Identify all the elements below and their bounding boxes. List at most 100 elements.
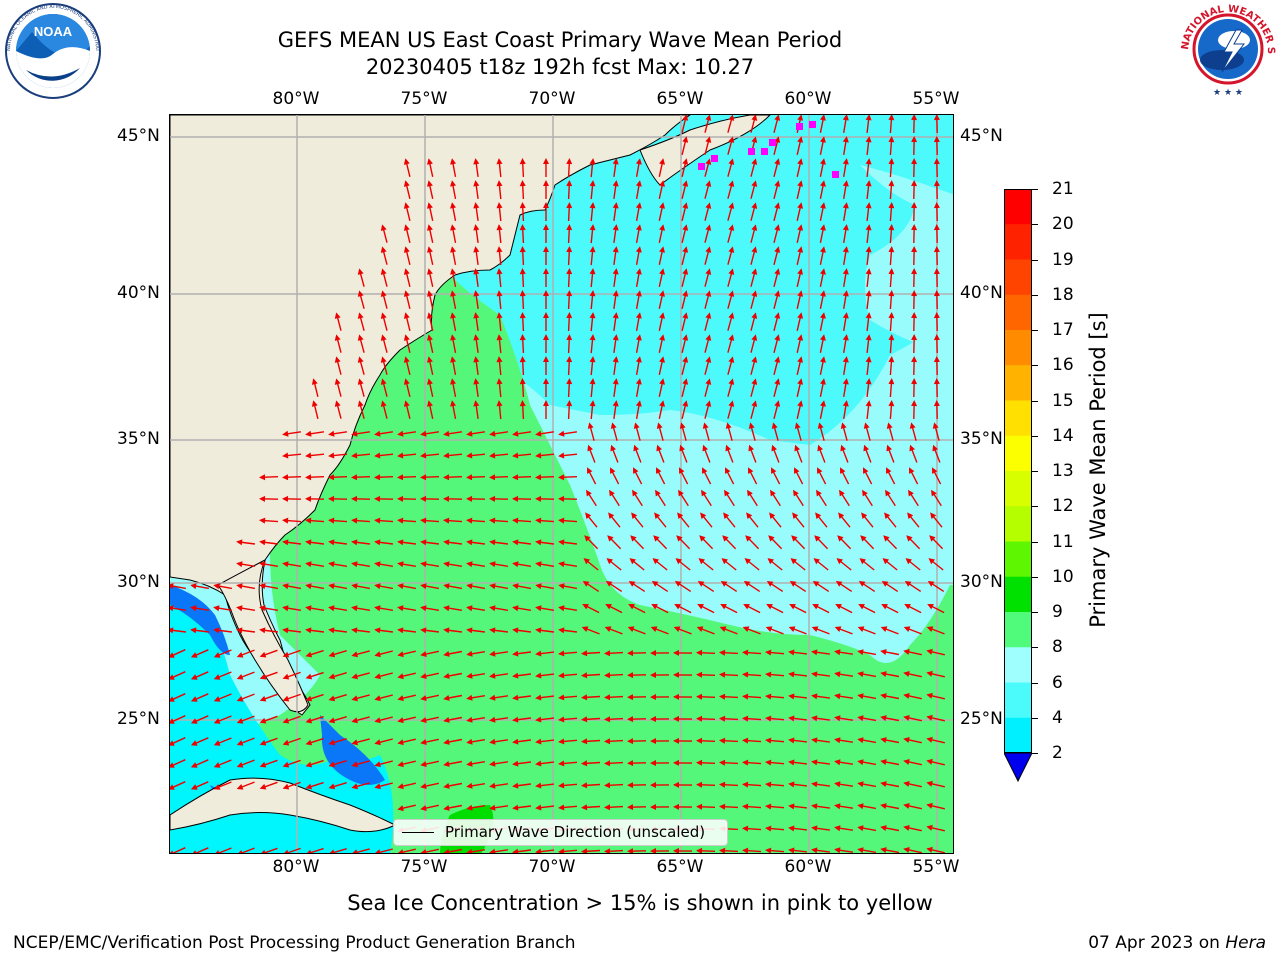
wave-arrow: [840, 444, 849, 463]
wave-arrow: [911, 202, 918, 222]
wave-arrow: [650, 626, 669, 635]
wave-arrow: [725, 444, 734, 463]
wave-arrow: [790, 558, 806, 571]
colorbar-tick-label: 10: [1052, 566, 1074, 587]
wave-arrow: [427, 224, 434, 243]
wave-arrow: [496, 246, 503, 266]
wave-arrow: [857, 649, 877, 656]
wave-arrow: [906, 535, 921, 550]
wave-arrow: [681, 378, 689, 397]
wave-arrow: [496, 312, 503, 332]
wave-arrow: [213, 605, 233, 612]
wave-arrow: [512, 650, 531, 657]
wave-arrow: [768, 535, 783, 550]
wave-arrow: [704, 268, 712, 287]
wave-arrow: [811, 847, 830, 853]
wave-arrow: [933, 202, 940, 222]
wave-arrow: [838, 512, 851, 528]
wave-arrow: [450, 180, 457, 200]
wave-arrow: [466, 782, 486, 789]
wave-arrow: [236, 693, 255, 702]
wave-arrow: [627, 782, 647, 789]
wave-arrow: [328, 583, 348, 590]
wave-arrow: [259, 671, 278, 680]
wave-arrow: [857, 737, 877, 744]
wave-arrow: [628, 581, 646, 592]
wave-arrow: [259, 474, 279, 481]
wave-arrow: [357, 378, 365, 397]
wave-arrow: [721, 558, 737, 571]
wave-arrow: [927, 581, 945, 592]
wave-arrow: [840, 467, 850, 485]
wave-arrow: [911, 378, 918, 398]
wave-arrow: [583, 558, 599, 571]
wave-arrow: [558, 605, 578, 612]
wave-arrow: [674, 581, 692, 592]
wave-arrow: [604, 738, 624, 745]
colorbar-tick-mark: [1032, 189, 1038, 190]
wave-arrow: [351, 716, 370, 724]
land-florida: [217, 558, 309, 713]
wave-arrow: [328, 782, 347, 790]
wave-arrow: [375, 848, 393, 853]
wave-arrow: [215, 847, 232, 853]
wave-arrow: [558, 672, 578, 679]
colorbar-extend-triangle: [1004, 752, 1032, 783]
wave-arrow: [328, 605, 348, 612]
wave-arrow: [811, 649, 830, 656]
wave-arrow: [589, 400, 596, 420]
wave-arrow: [865, 136, 872, 155]
wave-arrow: [811, 737, 830, 744]
wave-arrow: [351, 517, 371, 524]
wave-arrow: [696, 847, 716, 853]
wave-arrow: [512, 672, 531, 679]
wave-arrow: [566, 378, 573, 398]
wave-arrow: [374, 474, 394, 481]
wave-arrow: [635, 158, 642, 178]
wave-arrow: [834, 847, 854, 853]
wave-arrow: [380, 224, 388, 243]
wave-arrow: [681, 334, 689, 353]
wave-arrow: [886, 467, 896, 485]
wave-arrow: [819, 224, 826, 243]
wave-arrow: [819, 312, 826, 331]
wave-arrow: [842, 312, 849, 332]
wave-arrow: [374, 495, 394, 502]
wave-arrow: [880, 847, 900, 853]
wave-arrow: [236, 583, 256, 590]
wave-arrow: [812, 604, 830, 614]
wave-arrow: [305, 561, 325, 568]
wave-arrow: [397, 782, 416, 790]
wave-arrow: [489, 561, 509, 568]
wave-arrow: [351, 650, 370, 658]
wave-arrow: [587, 422, 595, 441]
wave-arrow: [773, 356, 781, 375]
wave-arrow: [696, 649, 716, 656]
wave-arrow: [213, 693, 232, 702]
wave-arrow: [926, 824, 945, 832]
wave-arrow: [328, 474, 348, 481]
wave-arrow: [374, 517, 394, 524]
wave-arrow: [450, 378, 457, 398]
wave-arrow: [933, 136, 940, 156]
legend-line-swatch: [402, 832, 434, 833]
wave-arrow: [627, 804, 647, 811]
wave-arrow: [473, 334, 480, 353]
wave-arrow: [535, 495, 555, 502]
wave-arrow: [858, 581, 876, 592]
wave-arrow: [765, 847, 785, 853]
wave-arrow: [589, 180, 596, 200]
wave-arrow: [789, 604, 807, 614]
wave-arrow: [305, 649, 324, 658]
wave-arrow: [351, 605, 371, 612]
wave-arrow: [719, 693, 739, 700]
wave-arrow: [535, 694, 555, 701]
wave-arrow: [420, 452, 440, 459]
wave-arrow: [328, 738, 347, 746]
wave-arrow: [443, 561, 463, 568]
wave-arrow: [773, 246, 781, 265]
wave-arrow: [857, 671, 877, 678]
wave-arrow: [374, 430, 394, 437]
wave-arrow: [328, 694, 347, 702]
wave-arrow: [466, 517, 486, 524]
